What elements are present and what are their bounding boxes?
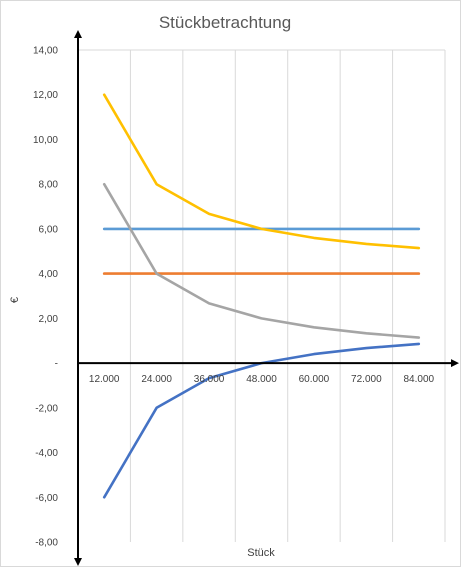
y-tick-label: - [55,359,58,370]
chart-title: Stückbetrachtung [159,13,291,32]
series-lines [102,93,421,499]
y-tick-label: 12,00 [33,90,58,101]
y-tick-label: 2,00 [39,314,59,325]
axes [74,30,459,566]
tick-labels: 14,00 12,00 10,00 8,00 6,00 4,00 2,00 - -2,00 -4,… [33,46,435,549]
x-tick-label: 60.000 [299,374,330,385]
y-tick-label: 14,00 [33,46,58,57]
x-tick-label: 12.000 [89,374,120,385]
y-tick-label: -2,00 [35,403,58,414]
series-line-5 [102,342,421,499]
x-axis-title: Stück [247,547,275,559]
series-line-4 [102,182,421,339]
x-tick-label: 48.000 [246,374,277,385]
y-tick-label: 4,00 [39,269,59,280]
x-tick-label: 24.000 [141,374,172,385]
x-tick-label: 72.000 [351,374,382,385]
grid-lines [78,49,446,542]
y-tick-label: -4,00 [35,448,58,459]
y-tick-label: 6,00 [39,224,59,235]
x-tick-label: 36.000 [194,374,225,385]
x-tick-label: 84.000 [403,374,434,385]
y-tick-label: -8,00 [35,538,58,549]
y-tick-label: 10,00 [33,135,58,146]
y-axis-title: € [9,297,21,303]
y-tick-label: 8,00 [39,180,59,191]
y-tick-label: -6,00 [35,493,58,504]
series-line-3 [102,93,421,250]
